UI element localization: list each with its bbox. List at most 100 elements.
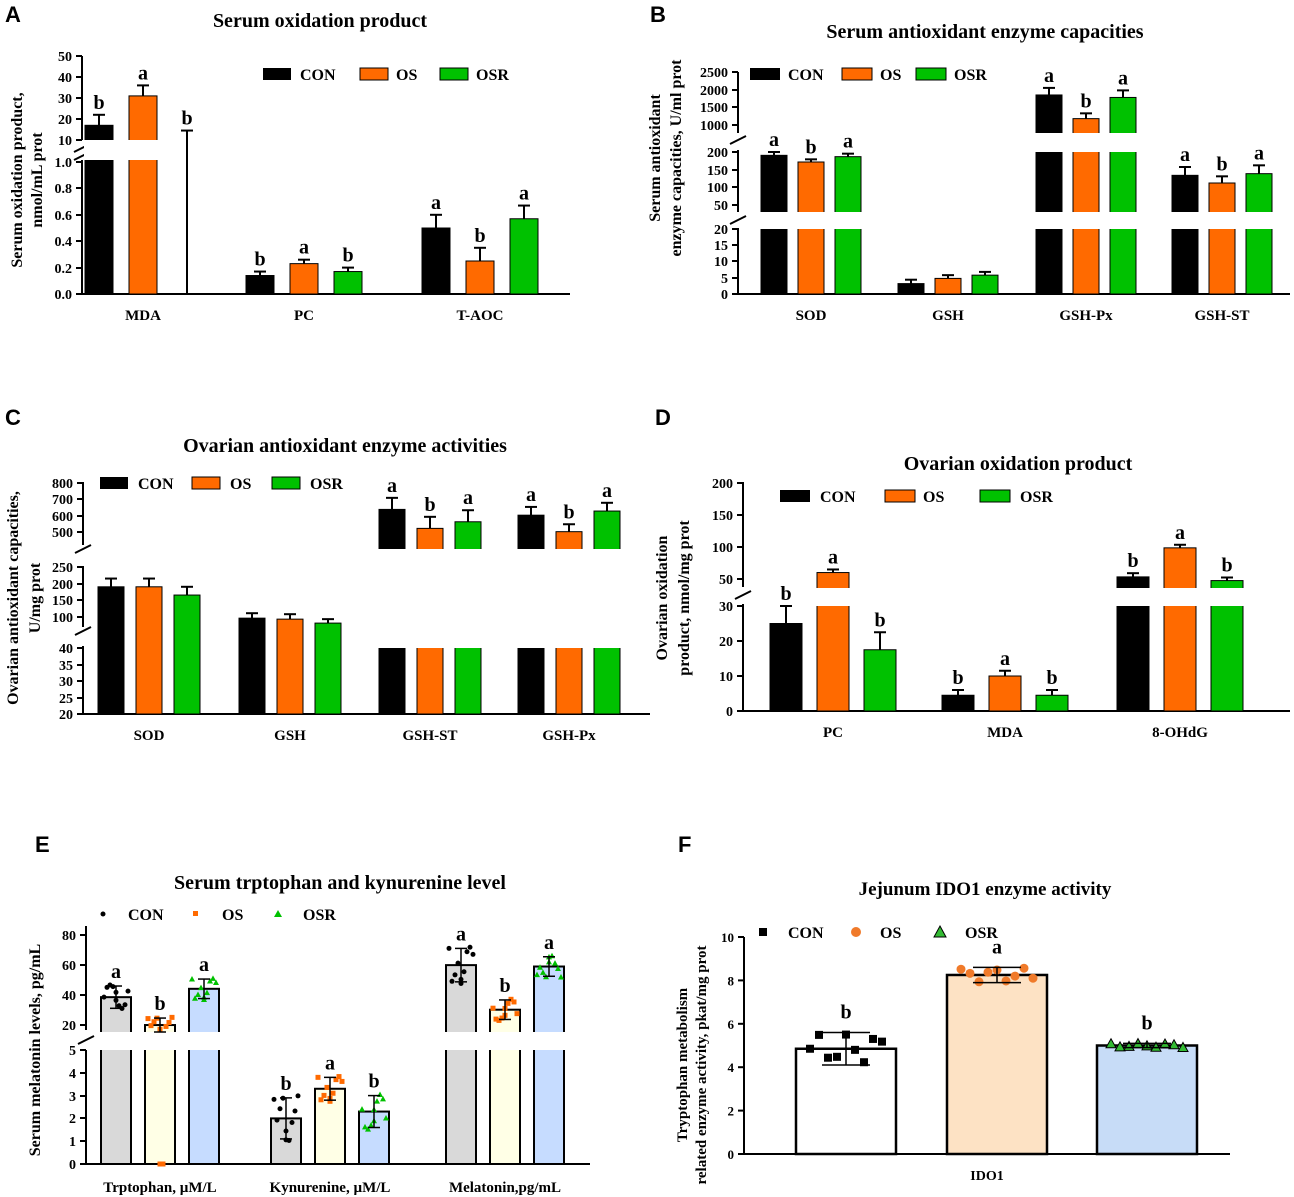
- legend-swatch-os: [191, 476, 221, 490]
- chart-f-xlabel: IDO1: [970, 1169, 1003, 1184]
- data-point: [166, 1020, 172, 1026]
- tick-label: 5: [69, 1044, 76, 1059]
- data-point: [511, 999, 517, 1005]
- significance-letter: b: [1141, 1012, 1152, 1034]
- data-point: [974, 977, 984, 987]
- data-point: [148, 1023, 154, 1029]
- data-point: [295, 1093, 301, 1099]
- data-point: [383, 1114, 389, 1121]
- data-point: [878, 1037, 886, 1046]
- data-point: [207, 977, 213, 984]
- legend-swatch-osr: [979, 489, 1011, 503]
- tick-label: 0.6: [55, 209, 73, 224]
- axis-break-gap: [816, 588, 850, 606]
- tick-label: 800: [52, 477, 73, 492]
- chart-f-ylabel-2: related enzyme activity, pkat/mg prot: [694, 946, 710, 1185]
- data-point: [1177, 1041, 1189, 1052]
- tick-label: 20: [62, 1019, 76, 1034]
- data-point: [558, 974, 564, 980]
- tick-label: 40: [59, 642, 73, 657]
- legend-label-con: CON: [788, 925, 824, 942]
- significance-letter: b: [1221, 555, 1232, 577]
- data-point: [271, 1096, 277, 1102]
- legend-label-osr: OSR: [965, 925, 998, 942]
- axis-break-gap: [1035, 212, 1063, 229]
- significance-letter: a: [1044, 65, 1054, 87]
- tick-label: 30: [719, 600, 733, 615]
- bar-con: [445, 964, 477, 1165]
- tick-label: 20: [58, 113, 72, 128]
- chart-a-ylabel-2: nmol/mL prot: [29, 132, 46, 228]
- tick-label: 2000: [700, 84, 728, 99]
- category-label: Melatonin,pg/mL: [449, 1180, 561, 1196]
- axis-break-gap: [378, 566, 406, 648]
- legend-label-con: CON: [820, 489, 856, 506]
- axis-break-gap: [1109, 212, 1137, 229]
- data-point: [956, 964, 966, 974]
- bar-osr: [1245, 173, 1273, 295]
- axis-break-gap: [128, 140, 158, 160]
- axis-break-gap: [593, 549, 621, 566]
- bar-osr: [1109, 96, 1137, 295]
- significance-letter: a: [463, 487, 473, 509]
- legend-swatch-con: [750, 68, 780, 80]
- panel-label-f: F: [678, 832, 691, 857]
- chart-d-yticks: 0 10 20 30 50 100 150 200: [712, 477, 743, 720]
- tick-label: 10: [58, 134, 72, 149]
- legend-marker-con: [759, 928, 767, 936]
- significance-letter: b: [1127, 550, 1138, 572]
- bar-con: [100, 996, 132, 1166]
- significance-letter: b: [181, 108, 192, 130]
- axis-break-gap: [1208, 212, 1236, 229]
- data-point: [277, 1106, 283, 1112]
- tick-label: 2: [728, 1104, 735, 1119]
- bar-os: [128, 95, 158, 295]
- category-label: Kynurenine, µM/L: [270, 1180, 391, 1196]
- bar-con: [238, 617, 266, 715]
- axis-break-gap: [1035, 133, 1063, 152]
- legend-swatch-con: [100, 477, 128, 489]
- bar-osr: [188, 987, 220, 1165]
- data-point: [499, 1015, 505, 1021]
- chart-c-legend: CON OS OSR: [100, 476, 343, 493]
- bar-os: [945, 973, 1049, 1156]
- data-point: [496, 1017, 502, 1023]
- data-point: [327, 1098, 333, 1104]
- tick-label: 4: [69, 1067, 76, 1082]
- legend-label-osr: OSR: [476, 67, 509, 84]
- bar-con: [421, 227, 451, 295]
- data-point: [333, 1077, 339, 1083]
- axis-break-gap: [1163, 588, 1197, 606]
- data-point: [151, 1019, 157, 1025]
- tick-label: 600: [52, 510, 73, 525]
- data-point: [860, 1058, 868, 1067]
- data-point: [274, 1117, 280, 1123]
- category-label: GSH-Px: [542, 728, 596, 744]
- tick-label: 25: [59, 692, 73, 707]
- bar-osr: [333, 271, 363, 295]
- tick-label: 0.8: [55, 182, 73, 197]
- category-label: MDA: [987, 725, 1023, 741]
- data-point: [1019, 963, 1029, 973]
- legend-marker-os: [193, 911, 198, 916]
- tick-label: 0.2: [55, 262, 73, 277]
- tick-label: 30: [59, 675, 73, 690]
- data-point: [195, 991, 201, 997]
- tick-label: 1500: [700, 101, 728, 116]
- chart-e-ylabel: Serum melatonin levels, pg/mL: [27, 944, 44, 1156]
- tick-label: 20: [59, 708, 73, 723]
- legend-label-con: CON: [788, 67, 824, 84]
- significance-letter: a: [199, 954, 209, 976]
- data-point: [815, 1030, 823, 1039]
- chart-e-yticks: 0 1 2 3 4 5 20 40 60 80: [62, 929, 86, 1173]
- tick-label: 2: [69, 1112, 76, 1127]
- legend-swatch-con: [780, 490, 810, 502]
- bar-con: [1035, 94, 1063, 295]
- legend-label-osr: OSR: [303, 907, 336, 924]
- tick-label: 6: [728, 1017, 735, 1032]
- tick-label: 1.0: [55, 156, 73, 171]
- bar-os: [289, 263, 319, 295]
- bar-osr: [1095, 1044, 1199, 1156]
- legend-label-os: OS: [230, 476, 251, 493]
- tick-label: 0: [728, 1147, 735, 1162]
